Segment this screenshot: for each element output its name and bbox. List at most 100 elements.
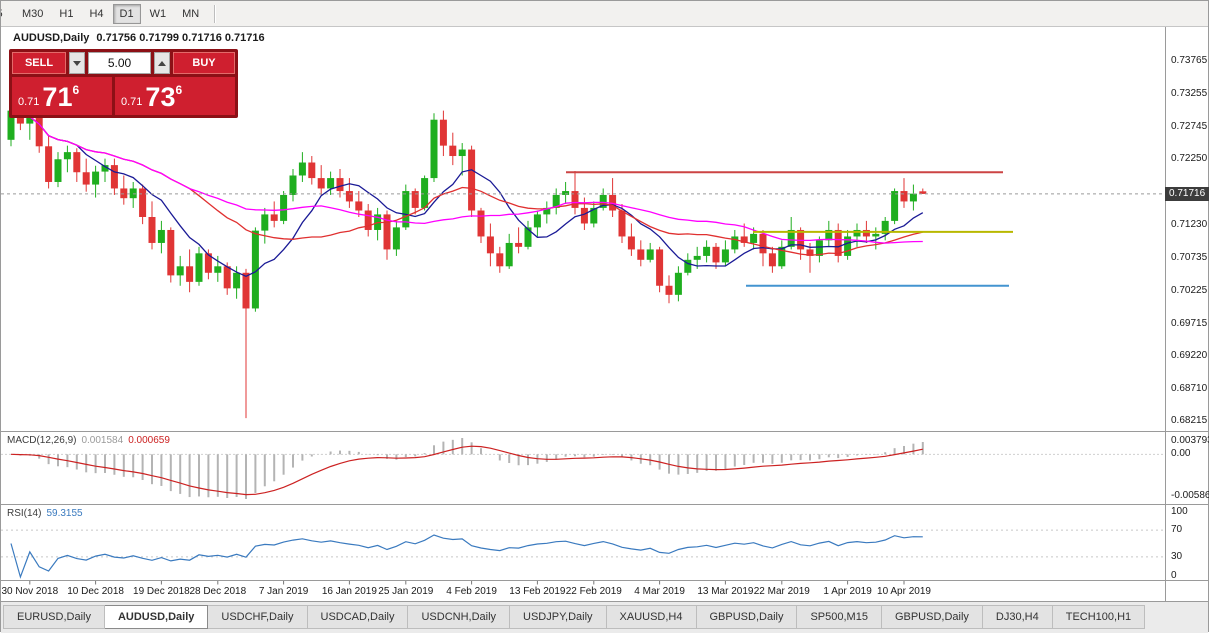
candle-body (515, 242, 523, 247)
candle-body (468, 149, 476, 211)
candle-body (45, 146, 53, 182)
candle-body (684, 259, 692, 273)
chart-tab-gbpusd-daily[interactable]: GBPUSD,Daily (881, 605, 983, 629)
candle-body (496, 253, 504, 267)
chart-tab-gbpusd-daily[interactable]: GBPUSD,Daily (696, 605, 798, 629)
rsi-axis-label: 0 (1171, 570, 1177, 581)
rsi-axis-label: 70 (1171, 524, 1183, 536)
price-axis-label: 0.71230 (1171, 219, 1208, 231)
candle-body (289, 175, 297, 195)
rsi-line (10, 534, 923, 579)
candle-body (411, 191, 419, 208)
chart-tab-usdcnh-daily[interactable]: USDCNH,Daily (408, 605, 511, 629)
date-axis-label: 10 Dec 2018 (67, 586, 124, 597)
candle-body (806, 249, 814, 256)
chart-tab-audusd-daily[interactable]: AUDUSD,Daily (104, 605, 209, 629)
candle-body (430, 119, 438, 179)
date-axis-label: 16 Jan 2019 (321, 586, 377, 597)
buy-price-display[interactable]: 0.71 73 6 (115, 77, 235, 115)
price-axis-label: 0.73765 (1171, 55, 1208, 66)
candle-body (449, 145, 457, 157)
date-axis-label: 10 Apr 2019 (877, 586, 931, 597)
candle-body (703, 246, 711, 256)
sell-button[interactable]: SELL (12, 52, 66, 74)
candle-body (665, 285, 673, 295)
candle-body (421, 178, 429, 208)
candle-body (627, 236, 635, 250)
date-axis-label: 19 Dec 2018 (133, 586, 190, 597)
ma-line-34 (10, 110, 923, 244)
candle-body (92, 171, 100, 185)
chart-tab-sp500-m15[interactable]: SP500,M15 (797, 605, 882, 629)
candle-body (815, 240, 823, 256)
price-axis-label: 0.68710 (1171, 382, 1208, 394)
candle-body (345, 191, 353, 202)
date-axis-label: 28 Dec 2018 (189, 586, 247, 597)
candle-body (891, 191, 899, 221)
candle-body (336, 178, 344, 192)
chart-tab-usdcad-daily[interactable]: USDCAD,Daily (307, 605, 409, 629)
volume-input[interactable]: 5.00 (88, 52, 151, 74)
candle-body (571, 191, 579, 208)
candle-body (825, 229, 833, 241)
candle-body (759, 233, 767, 254)
date-axis-label: 25 Jan 2019 (378, 586, 434, 597)
candle-body (129, 188, 137, 199)
candle-body (280, 194, 288, 221)
candle-body (750, 233, 758, 243)
chart-tab-dj30-h4[interactable]: DJ30,H4 (982, 605, 1053, 629)
volume-decrease-button[interactable] (69, 52, 85, 74)
candle-body (919, 191, 927, 194)
candle-body (195, 253, 203, 282)
timeframe-button-D1[interactable]: D1 (112, 3, 141, 24)
candle-body (63, 152, 71, 160)
candle-body (862, 229, 870, 237)
candle-body (186, 266, 194, 282)
candle-body (656, 249, 664, 286)
buy-price-pip: 6 (175, 83, 183, 97)
timeframe-button-M30[interactable]: M30 (15, 4, 50, 24)
macd-signal-value: 0.000659 (128, 435, 170, 446)
candle-body (439, 119, 447, 146)
chart-tab-eurusd-daily[interactable]: EURUSD,Daily (3, 605, 105, 629)
candle-body (721, 249, 729, 263)
ma-line-20 (10, 110, 923, 256)
rsi-axis-label: 30 (1171, 550, 1183, 562)
candle-body (82, 172, 90, 185)
candle-body (54, 159, 62, 182)
triangle-up-icon (158, 60, 166, 66)
chart-tab-usdchf-daily[interactable]: USDCHF,Daily (208, 605, 308, 629)
date-axis-label: 22 Mar 2019 (753, 586, 810, 597)
macd-indicator-label: MACD(12,26,9) 0.001584 0.000659 (7, 435, 170, 446)
candle-body (327, 178, 335, 189)
candle-body (646, 249, 654, 260)
candle-body (204, 253, 212, 273)
toolbar-separator (214, 4, 217, 23)
chart-tab-xauusd-h4[interactable]: XAUUSD,H4 (606, 605, 697, 629)
symbol-ohlc-label: AUDUSD,Daily 0.71756 0.71799 0.71716 0.71… (13, 32, 265, 44)
buy-button[interactable]: BUY (173, 52, 235, 74)
candle-body (35, 115, 43, 147)
candle-body (580, 207, 588, 224)
volume-increase-button[interactable] (154, 52, 170, 74)
chart-tab-usdjpy-daily[interactable]: USDJPY,Daily (510, 605, 607, 629)
timeframe-button-MN[interactable]: MN (175, 4, 206, 24)
price-axis-label: 0.72250 (1171, 153, 1208, 165)
rsi-title: RSI(14) (7, 508, 42, 519)
price-axis-label: 0.68215 (1171, 415, 1208, 426)
macd-title: MACD(12,26,9) (7, 435, 77, 446)
timeframe-button-W1[interactable]: W1 (143, 4, 174, 24)
ohlc-values: 0.71756 0.71799 0.71716 0.71716 (96, 32, 265, 44)
price-axis-label: 0.69715 (1171, 317, 1208, 329)
timeframe-button-H4[interactable]: H4 (82, 4, 110, 24)
candle-body (7, 110, 15, 140)
timeframe-button-5[interactable]: 5 (1, 4, 13, 24)
candle-body (383, 214, 391, 250)
sell-price-display[interactable]: 0.71 71 6 (12, 77, 112, 115)
chart-tab-tech100-h1[interactable]: TECH100,H1 (1052, 605, 1146, 629)
candle-body (402, 191, 410, 228)
timeframe-button-H1[interactable]: H1 (52, 4, 80, 24)
sell-price-pip: 6 (72, 83, 80, 97)
